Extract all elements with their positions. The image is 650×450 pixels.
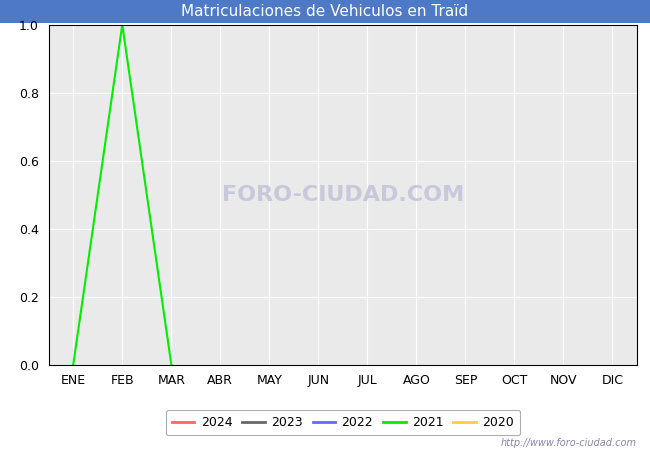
Legend: 2024, 2023, 2022, 2021, 2020: 2024, 2023, 2022, 2021, 2020 bbox=[166, 410, 520, 435]
Text: FORO-CIUDAD.COM: FORO-CIUDAD.COM bbox=[222, 184, 464, 205]
Text: http://www.foro-ciudad.com: http://www.foro-ciudad.com bbox=[501, 438, 637, 448]
Text: Matriculaciones de Vehiculos en Traïd: Matriculaciones de Vehiculos en Traïd bbox=[181, 4, 469, 19]
